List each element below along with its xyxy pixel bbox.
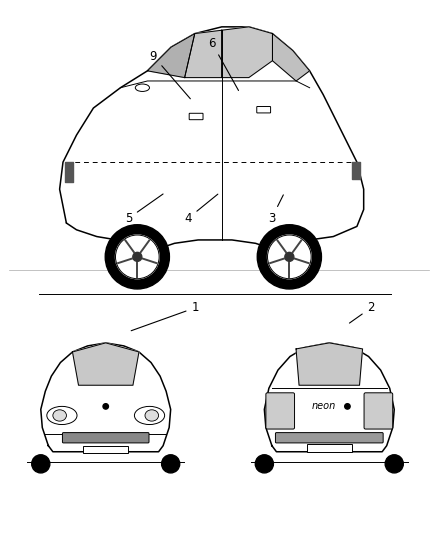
Polygon shape xyxy=(272,34,310,81)
Circle shape xyxy=(255,455,273,473)
FancyBboxPatch shape xyxy=(266,393,294,429)
Circle shape xyxy=(116,235,159,279)
Text: 3: 3 xyxy=(268,195,283,225)
FancyBboxPatch shape xyxy=(364,393,393,429)
Text: 9: 9 xyxy=(150,50,191,99)
Ellipse shape xyxy=(145,410,159,421)
FancyBboxPatch shape xyxy=(189,114,203,120)
FancyBboxPatch shape xyxy=(276,433,383,443)
Ellipse shape xyxy=(47,406,77,424)
Circle shape xyxy=(268,235,311,279)
Circle shape xyxy=(285,252,294,261)
Polygon shape xyxy=(73,343,139,385)
Circle shape xyxy=(345,403,350,409)
Text: neon: neon xyxy=(311,401,336,411)
Bar xyxy=(83,446,128,453)
Circle shape xyxy=(385,455,403,473)
Ellipse shape xyxy=(134,406,165,424)
Polygon shape xyxy=(296,343,363,385)
Ellipse shape xyxy=(53,410,67,421)
Ellipse shape xyxy=(135,84,149,92)
Circle shape xyxy=(32,455,50,473)
Polygon shape xyxy=(222,27,272,78)
Circle shape xyxy=(162,455,180,473)
Circle shape xyxy=(257,225,321,289)
Text: 6: 6 xyxy=(208,37,239,91)
FancyBboxPatch shape xyxy=(257,107,271,113)
Polygon shape xyxy=(185,30,222,78)
Circle shape xyxy=(133,252,142,261)
Text: 4: 4 xyxy=(184,194,218,225)
Circle shape xyxy=(105,225,170,289)
FancyBboxPatch shape xyxy=(63,433,149,443)
Text: 5: 5 xyxy=(125,194,163,225)
Text: 1: 1 xyxy=(131,301,199,330)
Bar xyxy=(307,444,352,452)
Text: 2: 2 xyxy=(350,301,375,323)
Polygon shape xyxy=(148,34,195,78)
Circle shape xyxy=(103,403,109,409)
